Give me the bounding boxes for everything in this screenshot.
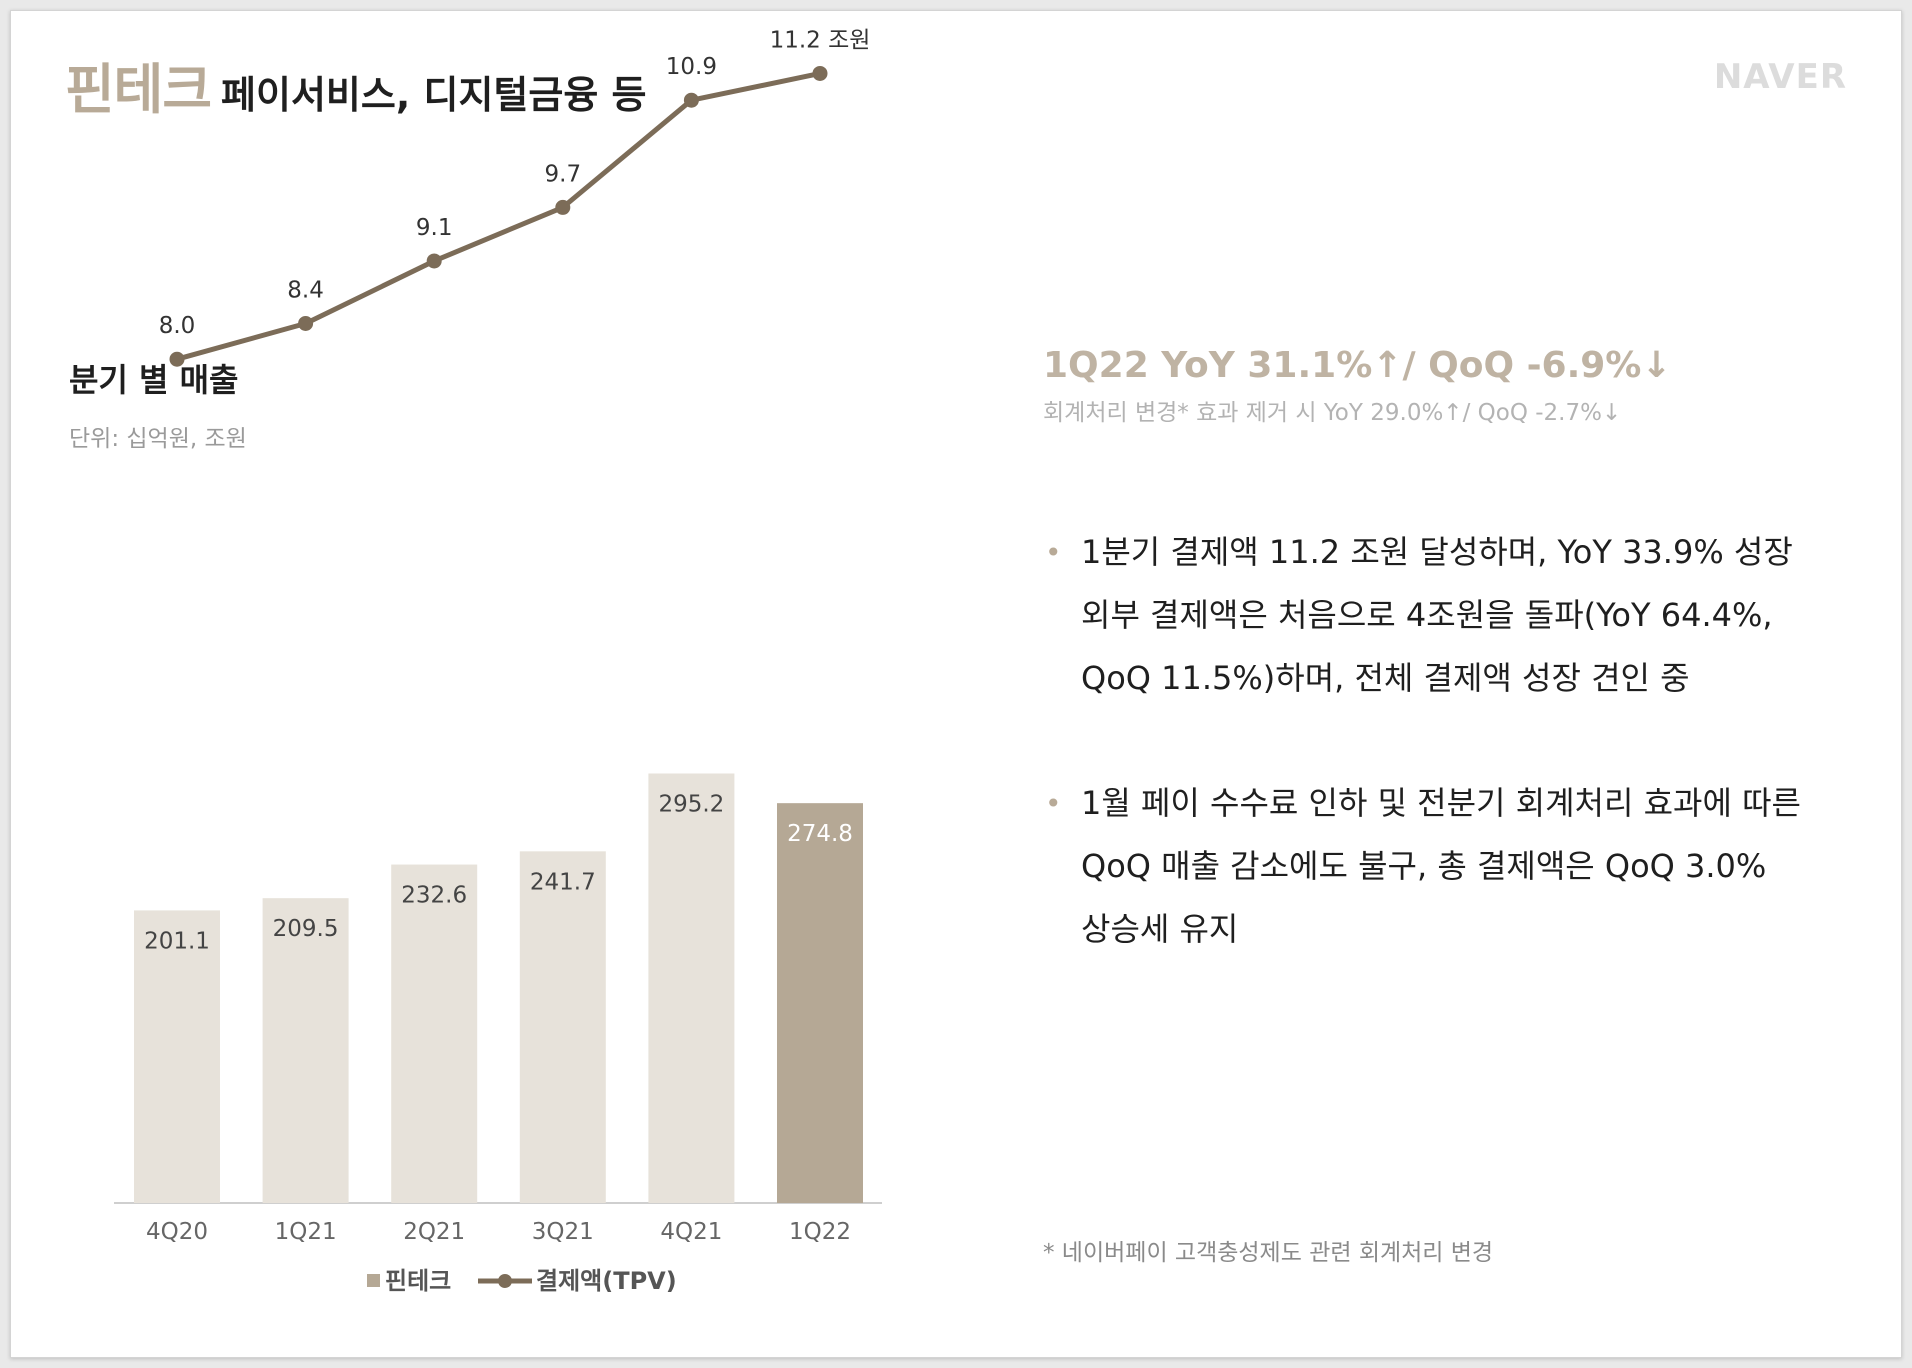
tpv-label: 10.9 [666, 54, 717, 80]
tpv-point-2Q21 [426, 253, 442, 269]
legend-label-tpv: 결제액(TPV) [536, 1267, 677, 1295]
page-subtitle: 페이서비스, 디지털금융 등 [221, 73, 647, 117]
x-tick-label: 1Q22 [789, 1219, 851, 1245]
x-tick-label: 4Q20 [146, 1219, 208, 1245]
bar-label: 295.2 [658, 791, 724, 817]
x-tick-label: 4Q21 [660, 1219, 722, 1245]
kpi-main: 1Q22 YoY 31.1%↑/ QoQ -6.9%↓ [1043, 345, 1672, 386]
bar-label: 209.5 [273, 916, 339, 942]
page-header: 핀테크 페이서비스, 디지털금융 등 [65, 45, 647, 124]
bar-2Q21 [391, 864, 478, 1203]
bar-1Q21 [262, 898, 349, 1203]
bullet-line: 상승세 유지 [1081, 910, 1239, 948]
bullet-dot-icon: • [1045, 787, 1062, 820]
bullet-dot-icon: • [1045, 536, 1062, 569]
bar-3Q21 [519, 851, 606, 1203]
legend-line-marker-icon [498, 1274, 512, 1288]
legend-label-fintech: 핀테크 [385, 1267, 451, 1295]
bullet-line: QoQ 매출 감소에도 불구, 총 결제액은 QoQ 3.0% [1081, 847, 1767, 885]
bullet-item-1: • 1분기 결제액 11.2 조원 달성하며, YoY 33.9% 성장 외부 … [1041, 521, 1861, 710]
bar-1Q22 [777, 803, 863, 1203]
tpv-point-1Q22 [812, 65, 828, 81]
bullet-list: • 1분기 결제액 11.2 조원 달성하며, YoY 33.9% 성장 외부 … [1041, 521, 1861, 1023]
naver-logo: NAVER [1713, 57, 1847, 97]
tpv-point-1Q21 [298, 315, 314, 331]
bullet-line: 1분기 결제액 11.2 조원 달성하며, YoY 33.9% 성장 [1081, 533, 1793, 571]
kpi-sub: 회계처리 변경* 효과 제거 시 YoY 29.0%↑/ QoQ -2.7%↓ [1043, 400, 1622, 426]
bar-label: 232.6 [401, 883, 467, 909]
bullet-item-2: • 1월 페이 수수료 인하 및 전분기 회계처리 효과에 따른 QoQ 매출 … [1041, 772, 1861, 961]
bar-4Q21 [648, 773, 735, 1203]
page-title: 핀테크 [65, 58, 212, 121]
chart-unit-label: 단위: 십억원, 조원 [69, 426, 247, 452]
tpv-point-4Q20 [169, 351, 185, 367]
tpv-label: 9.7 [545, 161, 582, 187]
bullet-line: 1월 페이 수수료 인하 및 전분기 회계처리 효과에 따른 [1081, 784, 1801, 822]
x-tick-label: 2Q21 [403, 1219, 465, 1245]
tpv-point-4Q21 [683, 92, 699, 108]
x-tick-label: 1Q21 [275, 1219, 337, 1245]
bar-label: 201.1 [144, 928, 210, 954]
tpv-label: 11.2 조원 [770, 27, 871, 53]
footnote: * 네이버페이 고객충성제도 관련 회계처리 변경 [1043, 1240, 1494, 1266]
tpv-point-3Q21 [555, 199, 571, 215]
tpv-line [174, 70, 823, 362]
tpv-label: 8.0 [159, 313, 196, 339]
bullet-line: 외부 결제액은 처음으로 4조원을 돌파(YoY 64.4%, [1081, 596, 1773, 634]
tpv-label: 9.1 [416, 215, 453, 241]
bullet-line: QoQ 11.5%)하며, 전체 결제액 성장 견인 중 [1081, 659, 1690, 697]
bar-label: 241.7 [530, 869, 596, 895]
bar-4Q20 [134, 910, 220, 1203]
x-tick-label: 3Q21 [532, 1219, 594, 1245]
legend-bar-swatch-icon [367, 1274, 380, 1287]
tpv-label: 8.4 [287, 277, 324, 303]
bar-label: 274.8 [787, 821, 853, 847]
chart-title: 분기 별 매출 [69, 361, 239, 399]
